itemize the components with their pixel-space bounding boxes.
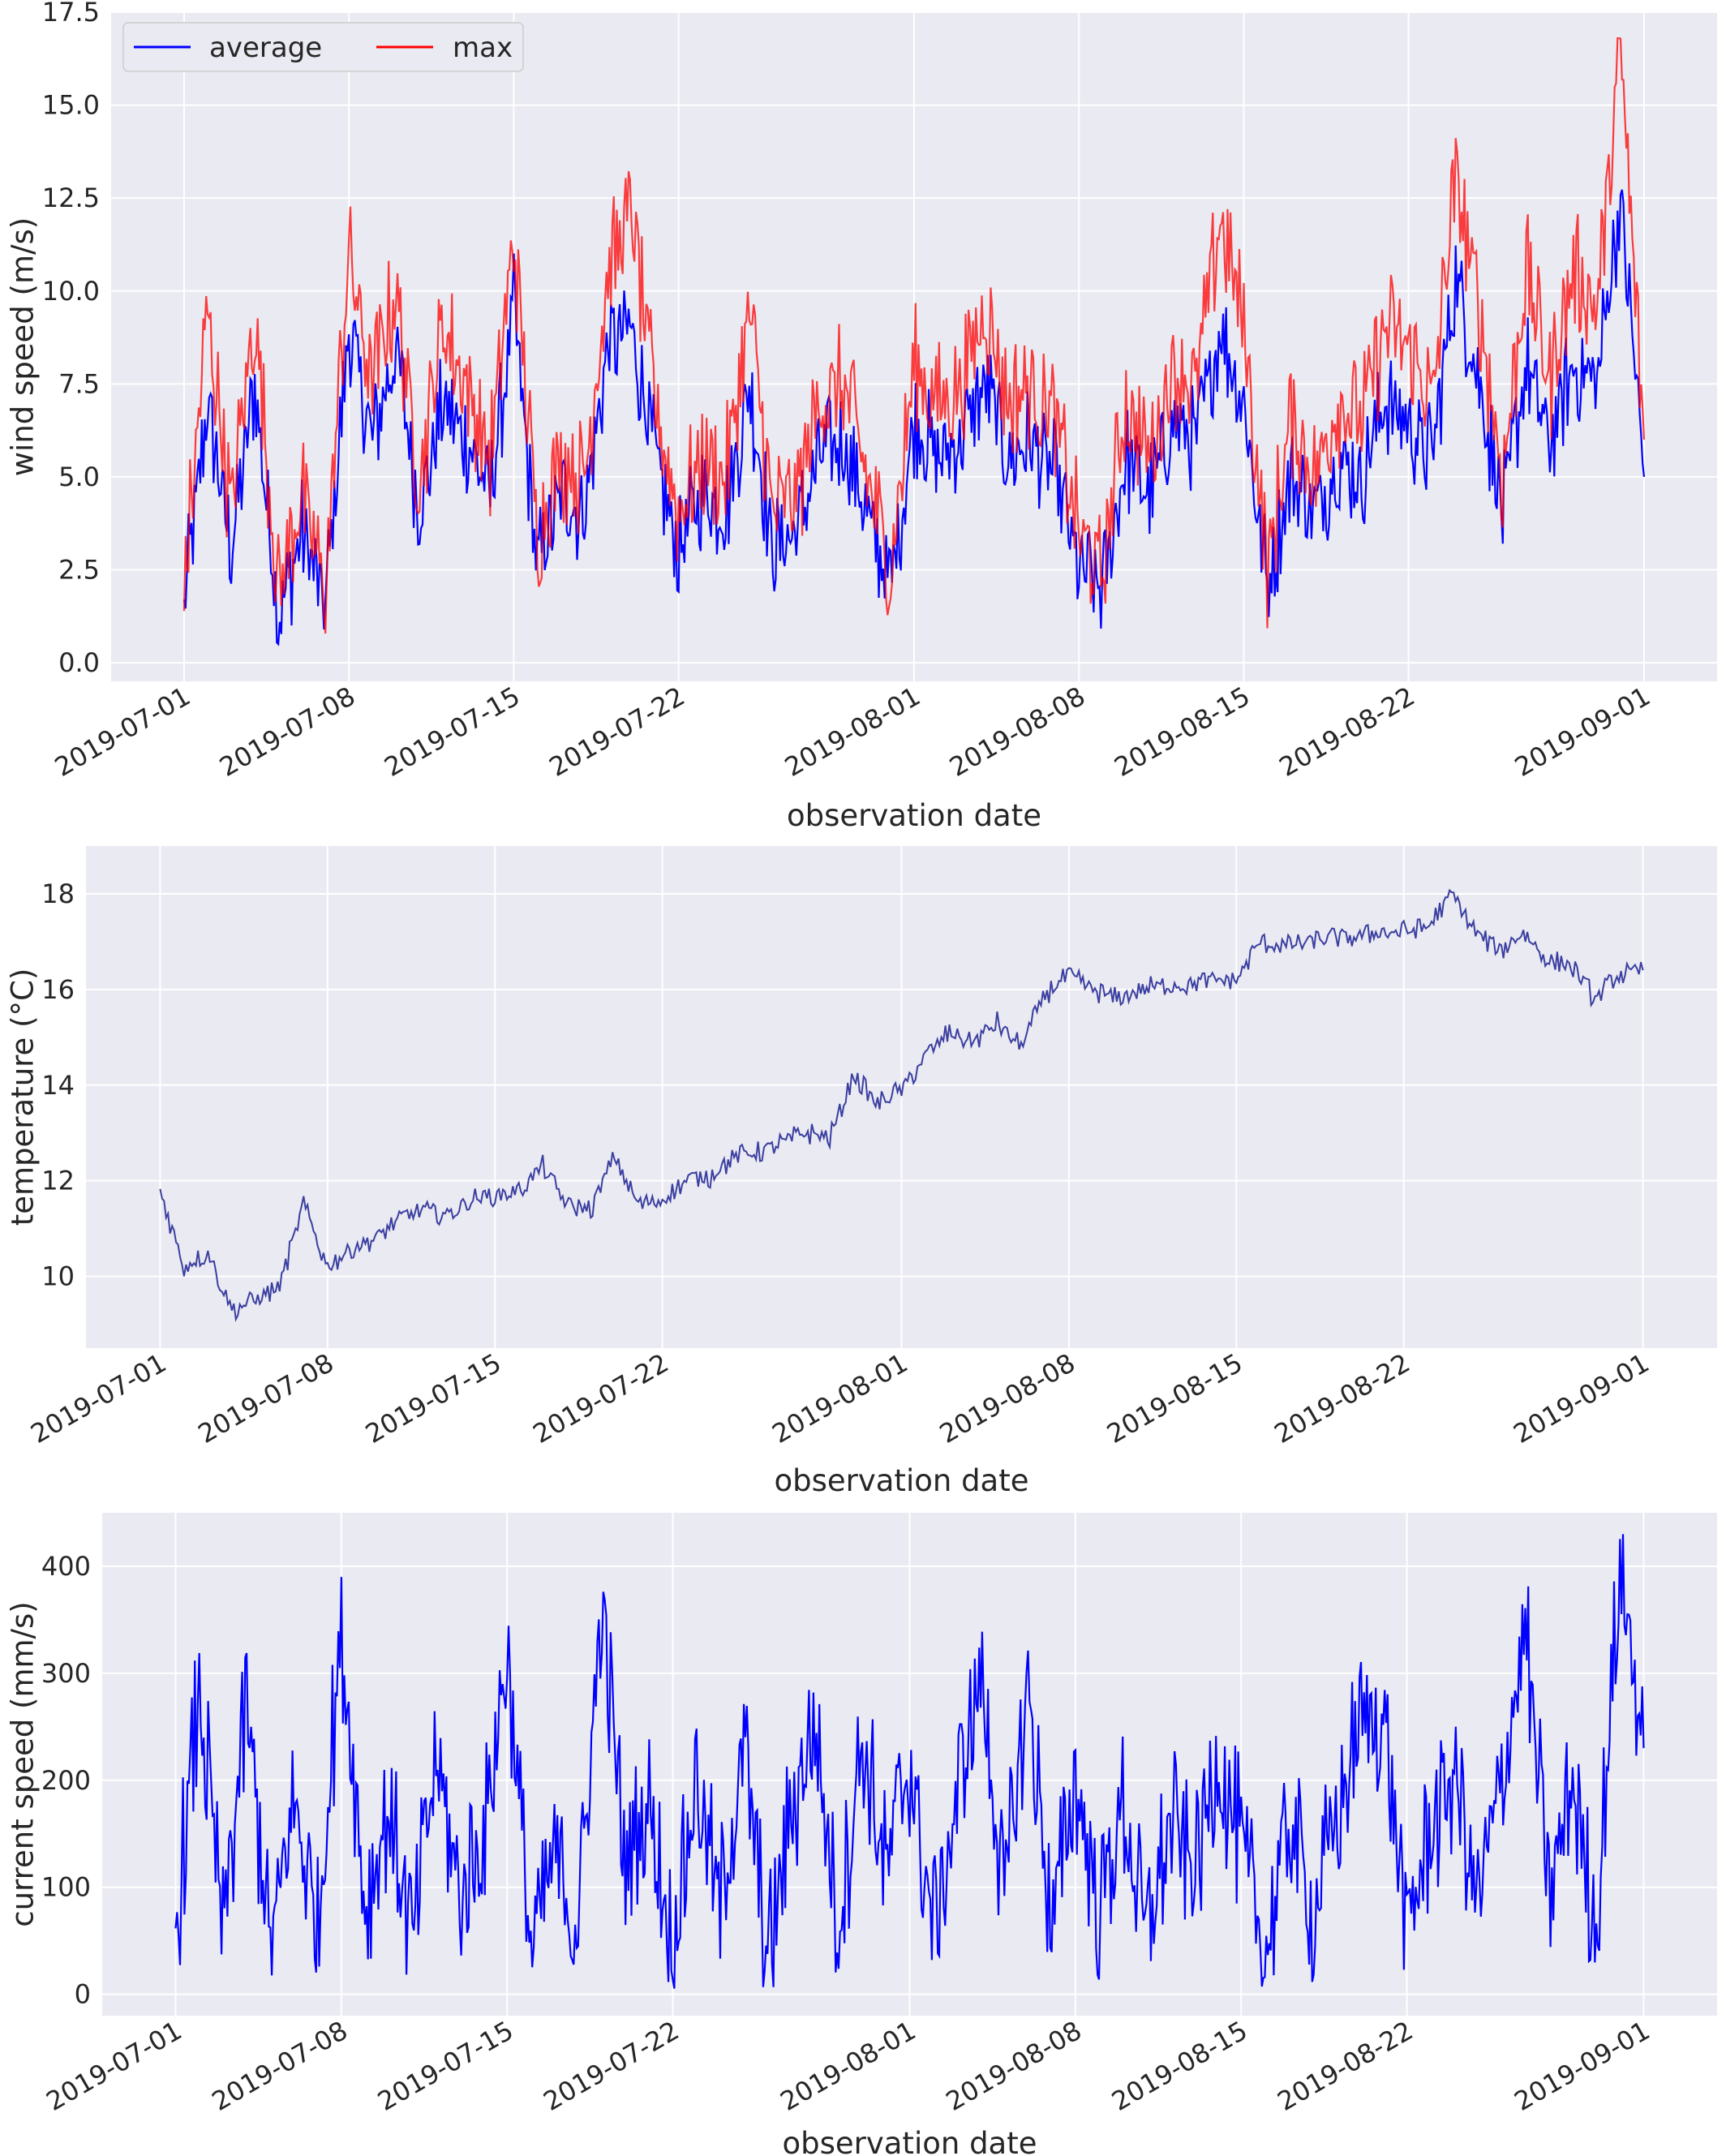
- y-tick-label: 2.5: [58, 555, 100, 586]
- y-tick-label: 12: [41, 1166, 75, 1196]
- y-tick-label: 5.0: [58, 462, 100, 492]
- y-tick-label: 16: [41, 974, 75, 1005]
- x-tick-label: 2019-09-01: [1509, 2015, 1655, 2117]
- x-tick-label: 2019-08-08: [934, 1347, 1080, 1450]
- y-tick-label: 18: [41, 878, 75, 909]
- y-axis-label: wind speed (m/s): [6, 217, 41, 476]
- x-tick-label: 2019-07-01: [41, 2015, 187, 2117]
- x-tick-label: 2019-07-08: [207, 2015, 353, 2117]
- series-line-value: [159, 888, 1644, 1322]
- x-tick-label: 2019-07-08: [193, 1347, 339, 1450]
- x-tick-label: 2019-08-22: [1274, 681, 1420, 783]
- series-line-max: [182, 37, 1646, 634]
- y-tick-label: 300: [41, 1658, 91, 1689]
- legend-label-average: average: [209, 32, 322, 64]
- y-tick-label: 15.0: [42, 90, 100, 121]
- x-tick-label: 2019-08-01: [775, 2015, 921, 2117]
- legend-box: [122, 22, 524, 72]
- x-tick-label: 2019-07-22: [539, 2015, 685, 2117]
- y-tick-label: 17.5: [42, 0, 100, 28]
- y-tick-label: 200: [41, 1765, 91, 1796]
- x-tick-label: 2019-08-15: [1101, 1347, 1247, 1450]
- legend: average max: [122, 22, 524, 72]
- legend-label-max: max: [453, 32, 513, 64]
- series-line-value: [174, 1534, 1645, 1989]
- x-tick-label: 2019-08-01: [766, 1347, 912, 1450]
- y-tick-label: 10.0: [42, 276, 100, 307]
- x-tick-label: 2019-07-22: [528, 1347, 674, 1450]
- y-tick-label: 14: [41, 1070, 75, 1101]
- x-tick-label: 2019-07-08: [214, 681, 360, 783]
- x-tick-label: 2019-08-22: [1273, 2015, 1419, 2117]
- y-tick-label: 0.0: [58, 647, 100, 678]
- y-tick-label: 12.5: [42, 183, 100, 213]
- x-tick-label: 2019-08-08: [944, 681, 1090, 783]
- x-tick-label: 2019-07-01: [25, 1347, 171, 1450]
- x-tick-label: 2019-07-15: [360, 1347, 506, 1450]
- x-tick-label: 2019-07-22: [544, 681, 690, 783]
- x-axis-label: observation date: [787, 798, 1041, 833]
- x-axis-label: observation date: [782, 2126, 1037, 2156]
- x-axis-label: observation date: [774, 1463, 1028, 1498]
- y-axis-label: temperature (°C): [6, 968, 41, 1226]
- y-tick-label: 0: [75, 1979, 91, 2010]
- x-tick-label: 2019-08-08: [941, 2015, 1087, 2117]
- x-tick-label: 2019-07-15: [379, 681, 525, 783]
- y-tick-label: 100: [41, 1872, 91, 1903]
- x-tick-label: 2019-08-15: [1109, 681, 1255, 783]
- y-tick-label: 400: [41, 1551, 91, 1582]
- x-tick-label: 2019-07-01: [49, 681, 195, 783]
- x-tick-label: 2019-07-15: [372, 2015, 518, 2117]
- y-tick-label: 7.5: [58, 368, 100, 399]
- x-tick-label: 2019-09-01: [1509, 1347, 1655, 1450]
- temperature-panel: 10 12 14 16 18 2019-07-01 2019-07-08 2019-07-15…: [6, 846, 1717, 1498]
- x-tick-label: 2019-08-22: [1269, 1347, 1415, 1450]
- y-axis-label: current speed (mm/s): [6, 1601, 41, 1926]
- x-tick-label: 2019-08-15: [1106, 2015, 1252, 2117]
- x-tick-label: 2019-08-01: [779, 681, 925, 783]
- y-tick-label: 10: [41, 1261, 75, 1292]
- x-tick-label: 2019-09-01: [1509, 681, 1655, 783]
